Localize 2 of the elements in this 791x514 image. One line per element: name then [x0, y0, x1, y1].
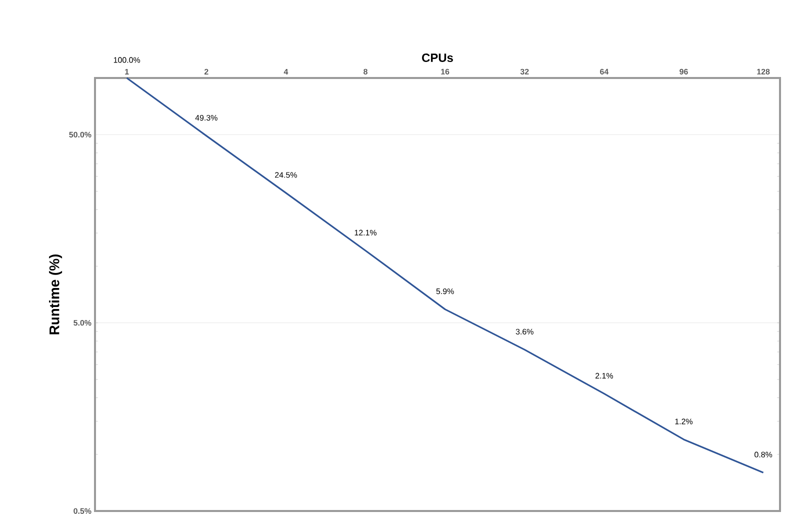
y-axis-title: Runtime (%) — [49, 254, 62, 334]
x-axis-title: CPUs — [422, 54, 453, 62]
